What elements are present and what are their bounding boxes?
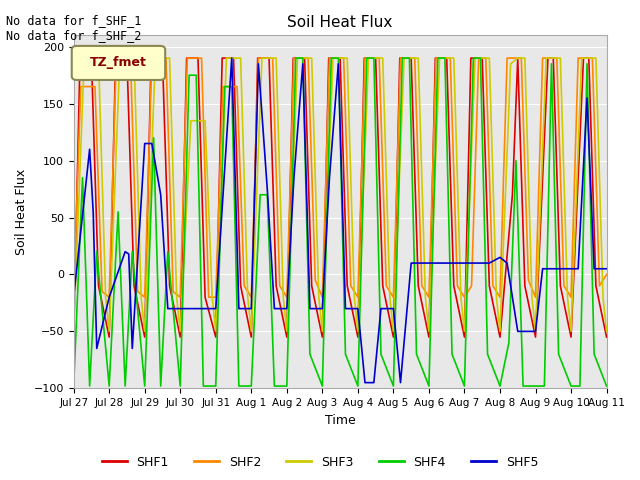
Text: TZ_fmet: TZ_fmet (90, 57, 147, 70)
Text: No data for f_SHF_1
No data for f_SHF_2: No data for f_SHF_1 No data for f_SHF_2 (6, 14, 142, 42)
Legend: SHF1, SHF2, SHF3, SHF4, SHF5: SHF1, SHF2, SHF3, SHF4, SHF5 (97, 451, 543, 474)
Title: Soil Heat Flux: Soil Heat Flux (287, 15, 393, 30)
Y-axis label: Soil Heat Flux: Soil Heat Flux (15, 168, 28, 255)
X-axis label: Time: Time (324, 414, 355, 427)
